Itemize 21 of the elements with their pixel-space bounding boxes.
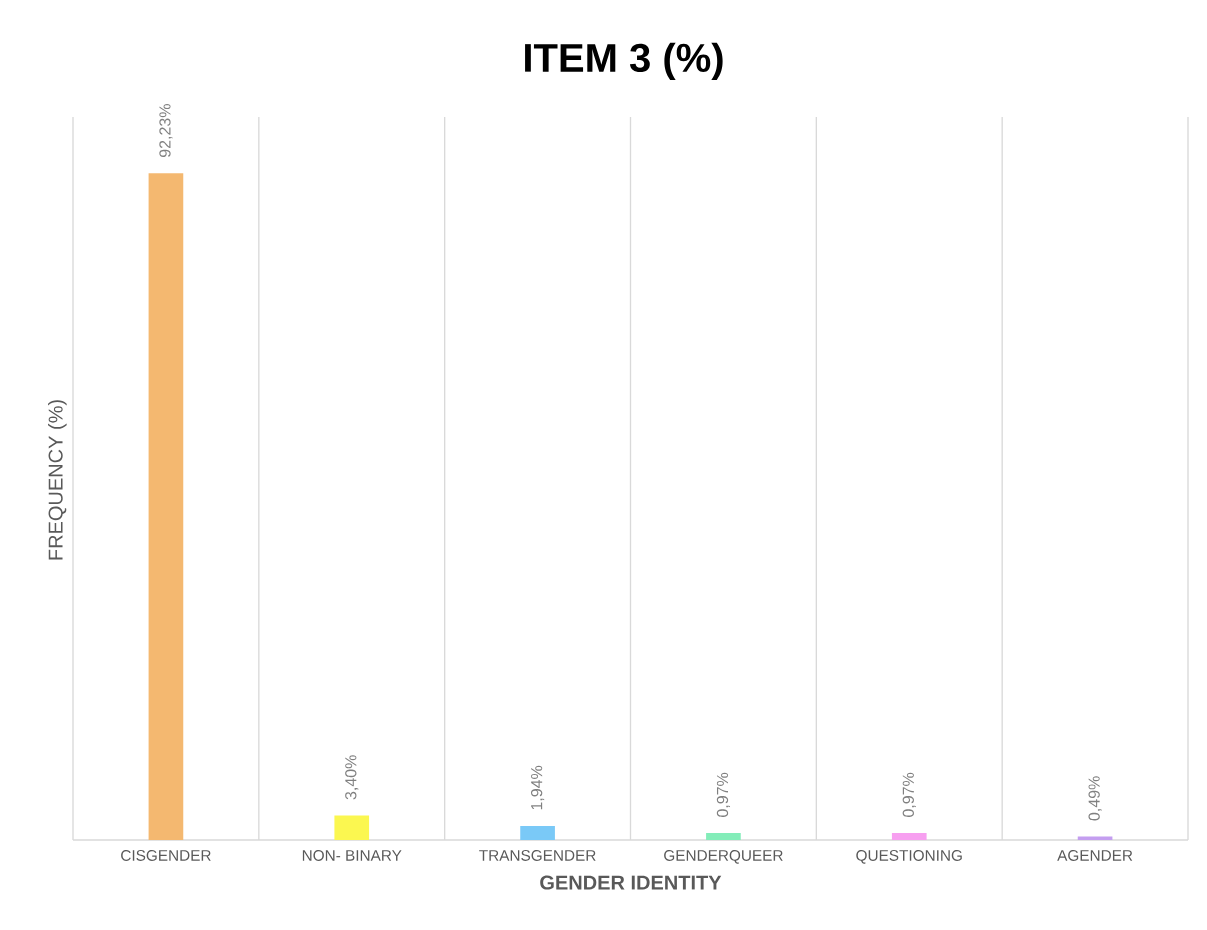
bar bbox=[891, 832, 927, 840]
chart-title: ITEM 3 (%) bbox=[525, 42, 723, 80]
data-label: 0,97% bbox=[716, 772, 731, 817]
bar bbox=[148, 173, 184, 840]
x-tick-label: GENDERQUEER bbox=[664, 850, 783, 864]
x-tick-label: AGENDER bbox=[1057, 850, 1133, 861]
x-tick-label: NON- BINARY bbox=[302, 850, 402, 861]
y-axis-title: FREQUENCY (%) bbox=[48, 400, 67, 560]
data-label: 3,40% bbox=[345, 755, 359, 800]
x-axis-title: GENDER IDENTITY bbox=[540, 875, 722, 890]
bar bbox=[1077, 836, 1113, 840]
x-tick-label: CISGENDER bbox=[121, 850, 211, 861]
data-label: 1,94% bbox=[530, 765, 545, 810]
data-label: 92,23% bbox=[159, 104, 173, 158]
bar bbox=[334, 815, 370, 840]
x-tick-label: TRANSGENDER bbox=[479, 850, 596, 861]
bar bbox=[520, 825, 555, 840]
bar bbox=[706, 832, 741, 840]
data-label: 0,97% bbox=[902, 772, 916, 817]
x-tick-label: QUESTIONING bbox=[856, 850, 962, 864]
data-label: 0,49% bbox=[1088, 776, 1102, 821]
